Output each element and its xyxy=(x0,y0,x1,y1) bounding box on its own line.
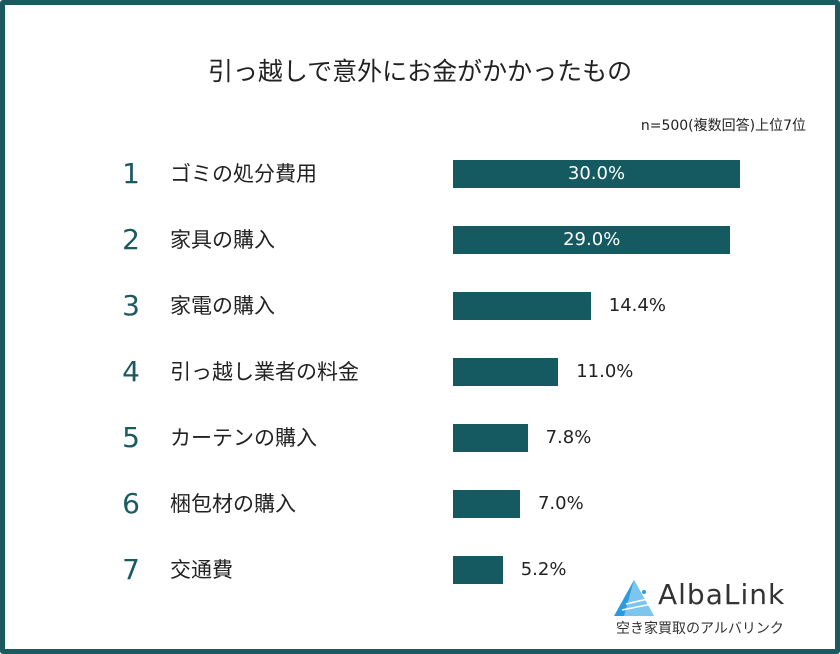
rank-label: 1 xyxy=(122,157,140,190)
category-label: 交通費 xyxy=(170,558,233,582)
logo-name: AlbaLink xyxy=(658,578,786,611)
value-label: 7.0% xyxy=(537,493,584,514)
value-label: 14.4% xyxy=(608,295,666,316)
logo-tagline: 空き家買取のアルバリンク xyxy=(616,621,784,637)
sample-note: n=500(複数回答)上位7位 xyxy=(640,118,806,134)
rank-label: 2 xyxy=(122,223,140,256)
bar-row: 5 カーテンの購入 7.8% xyxy=(0,418,840,458)
category-label: 家具の購入 xyxy=(170,228,275,252)
bar-row: 6 梱包材の購入 7.0% xyxy=(0,484,840,524)
bar-row: 7 交通費 5.2% xyxy=(0,550,840,590)
rank-label: 7 xyxy=(122,553,140,586)
category-label: 梱包材の購入 xyxy=(170,492,296,516)
bar xyxy=(453,358,559,386)
chart-title: 引っ越しで意外にお金がかかったもの xyxy=(207,57,633,86)
bar xyxy=(453,424,528,452)
bar-row: 2 家具の購入 29.0% xyxy=(0,220,840,260)
bar xyxy=(453,160,740,188)
value-label: 11.0% xyxy=(576,361,634,382)
rank-label: 6 xyxy=(122,487,140,520)
category-label: 引っ越し業者の料金 xyxy=(170,360,359,384)
value-label: 7.8% xyxy=(545,427,592,448)
category-label: ゴミの処分費用 xyxy=(170,162,317,186)
bar-row: 1 ゴミの処分費用 30.0% xyxy=(0,154,840,194)
rank-label: 3 xyxy=(122,289,140,322)
bar-row: 4 引っ越し業者の料金 11.0% xyxy=(0,352,840,392)
value-label: 5.2% xyxy=(520,559,567,580)
bar xyxy=(453,556,503,584)
value-label: 30.0% xyxy=(567,163,626,184)
rank-label: 4 xyxy=(122,355,140,388)
albalink-logo: AlbaLink 空き家買取のアルバリンク xyxy=(612,574,822,644)
category-label: 家電の購入 xyxy=(170,294,275,318)
logo-triangle-icon xyxy=(614,580,654,616)
bar xyxy=(453,490,520,518)
bar-row: 3 家電の購入 14.4% xyxy=(0,286,840,326)
category-label: カーテンの購入 xyxy=(170,426,317,450)
bar xyxy=(453,292,591,320)
bar xyxy=(453,226,731,254)
rank-label: 5 xyxy=(122,421,140,454)
value-label: 29.0% xyxy=(563,229,621,250)
